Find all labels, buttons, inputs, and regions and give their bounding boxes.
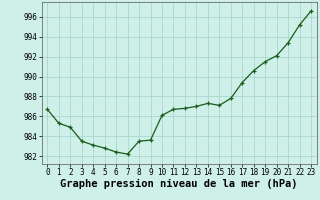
X-axis label: Graphe pression niveau de la mer (hPa): Graphe pression niveau de la mer (hPa): [60, 179, 298, 189]
